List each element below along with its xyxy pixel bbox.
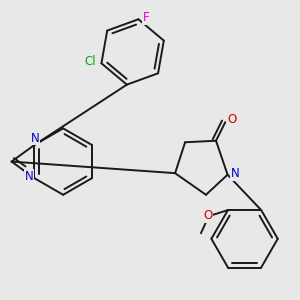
Text: O: O (228, 112, 237, 126)
Text: N: N (25, 169, 34, 183)
Text: N: N (231, 167, 240, 180)
Text: O: O (203, 209, 212, 222)
Text: F: F (143, 11, 149, 24)
Text: N: N (31, 131, 40, 145)
Text: Cl: Cl (85, 55, 96, 68)
